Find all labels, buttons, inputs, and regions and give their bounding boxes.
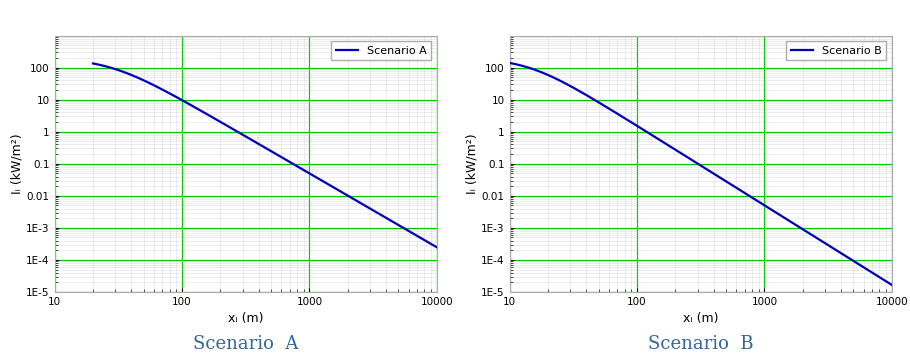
Scenario A — [290, 163, 301, 167]
Legend: Scenario B: Scenario B — [786, 41, 886, 60]
Scenario A — [243, 136, 254, 140]
Scenario A — [148, 83, 159, 87]
X-axis label: xᵢ (m): xᵢ (m) — [682, 312, 719, 325]
Line: Scenario B: Scenario B — [510, 63, 892, 285]
Scenario B — [730, 185, 741, 189]
Scenario A — [87, 61, 98, 66]
Scenario B — [504, 61, 515, 65]
Y-axis label: Iᵢ (kW/m²): Iᵢ (kW/m²) — [465, 134, 479, 194]
Scenario A — [431, 245, 442, 250]
Scenario A — [317, 179, 328, 183]
Y-axis label: Iᵢ (kW/m²): Iᵢ (kW/m²) — [10, 134, 24, 194]
Text: Scenario  A: Scenario A — [193, 335, 298, 353]
Text: Scenario  B: Scenario B — [648, 335, 753, 353]
Scenario B — [571, 88, 582, 92]
Scenario A — [347, 196, 358, 200]
Legend: Scenario A: Scenario A — [331, 41, 431, 60]
Scenario B — [602, 106, 613, 110]
Scenario A — [176, 98, 187, 102]
Line: Scenario A: Scenario A — [93, 63, 437, 247]
X-axis label: xᵢ (m): xᵢ (m) — [228, 312, 264, 325]
Scenario B — [792, 224, 803, 228]
Scenario B — [759, 203, 770, 208]
Scenario B — [677, 152, 688, 156]
Scenario B — [886, 283, 897, 287]
